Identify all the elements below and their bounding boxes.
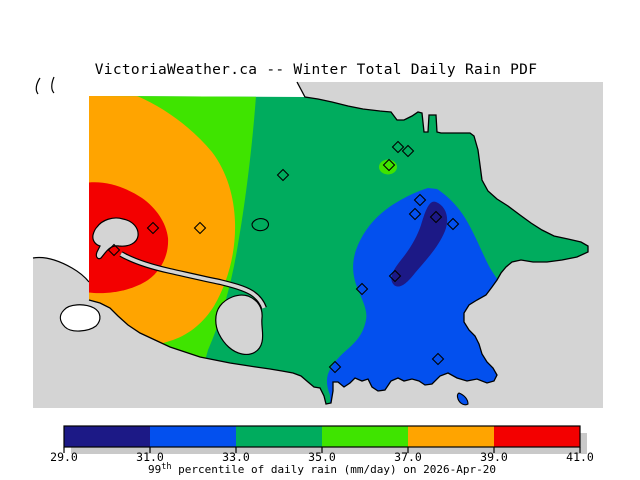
station-diamond bbox=[388, 269, 402, 283]
contour-band-29-31 bbox=[391, 201, 448, 287]
colorbar-ticks bbox=[63, 447, 581, 453]
west-shore-coastline bbox=[32, 256, 90, 283]
colorbar-segment-37-39 bbox=[408, 426, 494, 447]
colorbar-tick-labels: 29.0 31.0 33.0 35.0 37.0 39.0 41.0 bbox=[50, 450, 594, 464]
tick-label-39: 39.0 bbox=[480, 450, 508, 464]
station-diamond bbox=[355, 282, 369, 296]
lagoon bbox=[59, 304, 101, 332]
station-diamond bbox=[446, 217, 460, 231]
station-markers bbox=[107, 140, 460, 374]
station-diamond bbox=[391, 140, 405, 154]
station-diamond bbox=[146, 221, 160, 235]
tick-label-31: 31.0 bbox=[136, 450, 164, 464]
station-diamond bbox=[408, 207, 422, 221]
ocean bbox=[33, 82, 603, 408]
figure-title: VictoriaWeather.ca -- Winter Total Daily… bbox=[95, 62, 537, 78]
colorbar-caption: 99th percentile of daily rain (mm/day) o… bbox=[148, 462, 496, 476]
coastline bbox=[88, 81, 589, 405]
lake-outline bbox=[251, 218, 269, 232]
station-diamond bbox=[193, 221, 207, 235]
tick-label-35: 35.0 bbox=[308, 450, 336, 464]
tick-label-33: 33.0 bbox=[222, 450, 250, 464]
tick-label-41: 41.0 bbox=[566, 450, 594, 464]
colorbar: 29.0 31.0 33.0 35.0 37.0 39.0 41.0 99th … bbox=[50, 425, 594, 476]
station-diamond bbox=[276, 168, 290, 182]
station-diamond bbox=[382, 158, 396, 172]
contour-band-31-33 bbox=[326, 188, 514, 404]
colorbar-segment-31-33 bbox=[150, 426, 236, 447]
station-diamond bbox=[429, 210, 443, 224]
station-diamond bbox=[401, 144, 415, 158]
harbour-inner bbox=[215, 294, 264, 356]
station-diamond bbox=[328, 360, 342, 374]
colorbar-segment-39-41 bbox=[494, 426, 580, 447]
gorge-waterway bbox=[120, 252, 266, 309]
colorbar-segment-29-31 bbox=[64, 426, 150, 447]
colorbar-segment-35-37 bbox=[322, 426, 408, 447]
contour-spot-35-37 bbox=[379, 159, 397, 175]
tick-label-37: 37.0 bbox=[394, 450, 422, 464]
colorbar-segment-33-35 bbox=[236, 426, 322, 447]
tick-label-29: 29.0 bbox=[50, 450, 78, 464]
station-diamond bbox=[431, 352, 445, 366]
station-diamond bbox=[107, 243, 121, 257]
station-diamond bbox=[413, 193, 427, 207]
islet bbox=[456, 392, 469, 406]
offshore-coastline-fragment bbox=[35, 76, 55, 95]
